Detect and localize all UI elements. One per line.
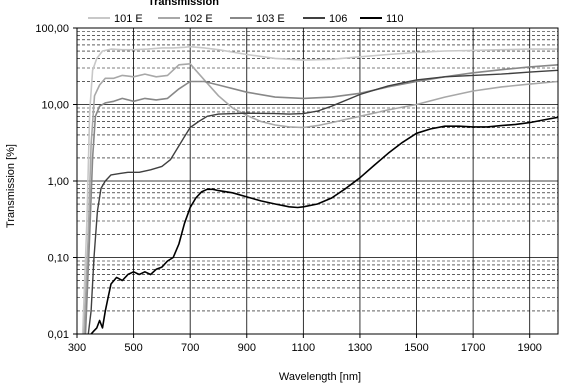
x-tick-label: 300 bbox=[68, 342, 86, 354]
grid-lines bbox=[77, 28, 558, 334]
y-tick-label: 0,01 bbox=[48, 329, 69, 341]
chart-legend: 101 E 102 E 103 E 106 110 bbox=[88, 13, 404, 25]
x-tick-label: 700 bbox=[181, 342, 199, 354]
series-line-103-E bbox=[84, 64, 558, 334]
y-tick-label: 100,00 bbox=[35, 23, 69, 35]
y-tick-label: 1,00 bbox=[48, 176, 69, 188]
x-tick-label: 1700 bbox=[461, 342, 485, 354]
legend-label: 101 E bbox=[114, 13, 143, 25]
y-axis-label: Transmission [%] bbox=[5, 144, 17, 228]
series-layer bbox=[81, 45, 558, 334]
series-line-102-E bbox=[83, 63, 558, 334]
series-line-106 bbox=[87, 69, 558, 334]
series-line-101-E bbox=[81, 45, 558, 334]
y-axis-ticks: 0,01 0,10 1,00 10,00 100,00 bbox=[35, 23, 77, 341]
x-axis-label: Wavelength [nm] bbox=[279, 371, 361, 383]
series-line-110 bbox=[90, 116, 558, 334]
x-tick-label: 900 bbox=[238, 342, 256, 354]
x-tick-label: 1100 bbox=[292, 342, 316, 354]
x-tick-label: 1500 bbox=[404, 342, 428, 354]
y-tick-label: 0,10 bbox=[48, 253, 69, 265]
legend-label: 103 E bbox=[256, 13, 285, 25]
x-tick-label: 500 bbox=[124, 342, 142, 354]
legend-label: 110 bbox=[386, 13, 404, 25]
legend-label: 106 bbox=[329, 13, 347, 25]
legend-label: 102 E bbox=[184, 13, 213, 25]
x-axis-ticks: 300 500 700 900 1100 1300 1500 1700 1900 bbox=[68, 334, 542, 354]
x-tick-label: 1300 bbox=[348, 342, 372, 354]
y-tick-label: 10,00 bbox=[41, 100, 69, 112]
x-tick-label: 1900 bbox=[517, 342, 541, 354]
chart-title: Transmission bbox=[148, 0, 219, 8]
